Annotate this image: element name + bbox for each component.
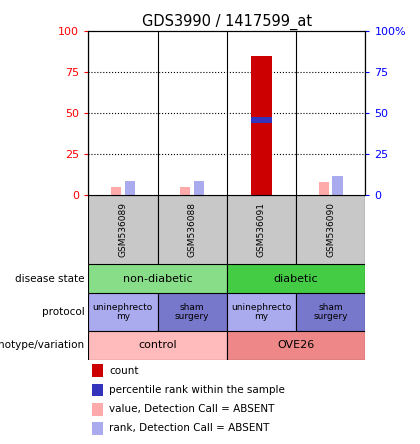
Title: GDS3990 / 1417599_at: GDS3990 / 1417599_at — [142, 13, 312, 30]
Bar — [88, 293, 158, 331]
Text: sham
surgery: sham surgery — [313, 302, 348, 321]
Bar — [92, 403, 103, 416]
Text: non-diabetic: non-diabetic — [123, 274, 192, 284]
Text: uninephrecto
my: uninephrecto my — [231, 302, 291, 321]
Bar — [251, 116, 272, 123]
Bar — [92, 384, 103, 396]
Bar — [227, 331, 365, 360]
Text: genotype/variation: genotype/variation — [0, 340, 85, 350]
Text: GSM536089: GSM536089 — [118, 202, 127, 257]
Text: control: control — [138, 340, 177, 350]
Bar — [92, 422, 103, 435]
Bar — [92, 365, 103, 377]
Text: percentile rank within the sample: percentile rank within the sample — [109, 385, 285, 395]
Bar — [227, 195, 296, 264]
Bar — [158, 195, 227, 264]
Bar — [88, 331, 227, 360]
Bar — [296, 293, 365, 331]
Text: sham
surgery: sham surgery — [175, 302, 210, 321]
Bar — [319, 182, 329, 195]
Text: GSM536088: GSM536088 — [188, 202, 197, 257]
Text: count: count — [109, 366, 139, 376]
Text: GSM536090: GSM536090 — [326, 202, 335, 257]
Text: diabetic: diabetic — [274, 274, 318, 284]
Text: rank, Detection Call = ABSENT: rank, Detection Call = ABSENT — [109, 424, 270, 433]
Text: value, Detection Call = ABSENT: value, Detection Call = ABSENT — [109, 404, 275, 414]
Bar — [227, 293, 296, 331]
Bar — [194, 181, 204, 195]
Bar — [180, 187, 190, 195]
Text: uninephrecto
my: uninephrecto my — [93, 302, 153, 321]
Bar — [296, 195, 365, 264]
Bar — [111, 187, 121, 195]
Bar — [125, 181, 135, 195]
Bar — [251, 56, 272, 195]
Text: OVE26: OVE26 — [278, 340, 315, 350]
Text: protocol: protocol — [42, 307, 85, 317]
Text: GSM536091: GSM536091 — [257, 202, 266, 257]
Bar — [158, 293, 227, 331]
Text: disease state: disease state — [15, 274, 85, 284]
Bar — [333, 176, 343, 195]
Bar — [88, 264, 227, 293]
Bar — [88, 195, 158, 264]
Bar — [227, 264, 365, 293]
